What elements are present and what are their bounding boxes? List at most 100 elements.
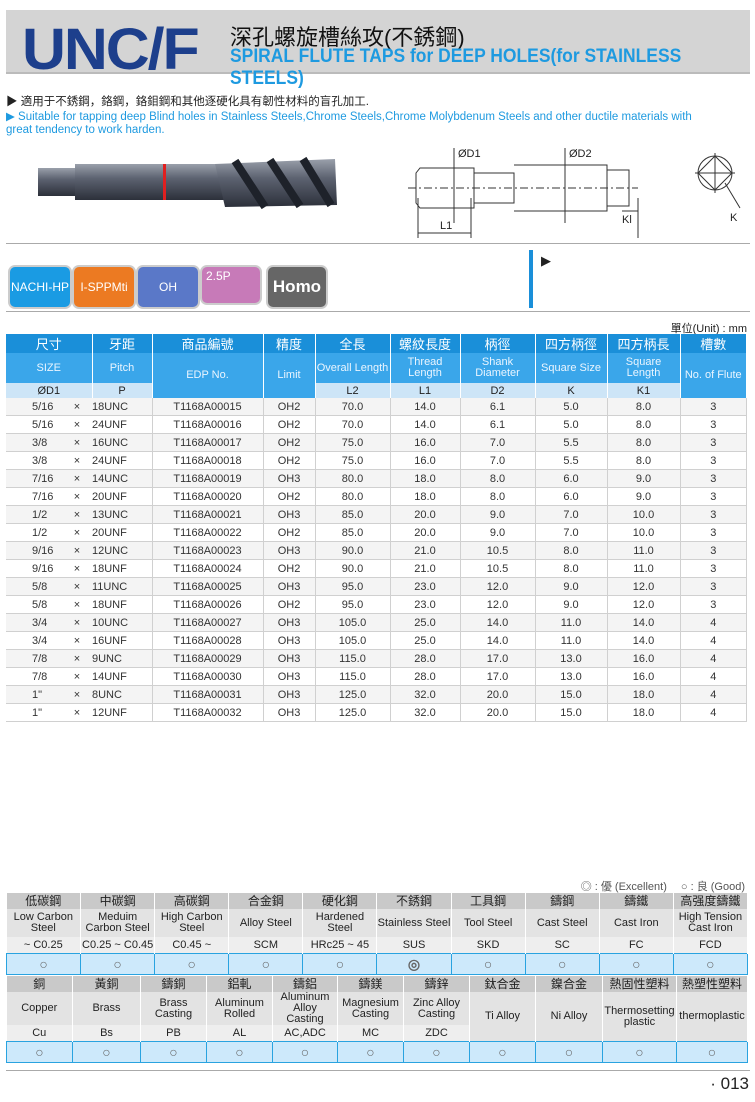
rating-icon: ○: [676, 1041, 748, 1063]
cell: T1168A00015: [152, 398, 264, 416]
table-row: 3/8 × 24UNF T1168A00018 OH2 75.0 16.0 7.0 5.5 8.0…: [6, 451, 747, 470]
table-row: 3/4 × 16UNF T1168A00028 OH3 105.0 25.0 14.0 11.0…: [6, 631, 747, 650]
material-en: High Tension Cast Iron: [673, 909, 748, 937]
material-zh: 鑄鋁: [272, 976, 338, 992]
cell: 7.0: [535, 505, 608, 524]
cell: 10.0: [607, 505, 681, 524]
cell: OH3: [263, 469, 316, 488]
cell: 24UNF: [92, 415, 153, 434]
cell: T1168A00021: [152, 505, 264, 524]
cell: 105.0: [315, 613, 391, 632]
cell: ×: [62, 451, 92, 470]
cell: ×: [62, 685, 92, 704]
arrow-icon: ▶: [541, 253, 551, 268]
header-zh: 商品編號: [152, 334, 264, 353]
cell: ×: [62, 649, 92, 668]
cell: ×: [62, 613, 92, 632]
cell: OH3: [263, 613, 316, 632]
cell: 3: [680, 398, 747, 416]
rating-icon: ○: [672, 953, 748, 975]
cell: T1168A00032: [152, 703, 264, 722]
header-symbol: ØD1: [6, 383, 93, 398]
cell: ×: [62, 559, 92, 578]
cell: 5.5: [535, 451, 608, 470]
cell: 75.0: [315, 433, 391, 452]
cell: 90.0: [315, 559, 391, 578]
cell: ×: [62, 577, 92, 596]
cell: 3: [680, 469, 747, 488]
cell: 8.0: [607, 415, 681, 434]
rating-icon: ○: [140, 1041, 207, 1063]
material-row-code: ~ C0.25 C0.25 ~ C0.45 C0.45 ~ SCM HRc25 ~ 45…: [6, 937, 748, 954]
cell: 7/16: [6, 469, 62, 488]
rating-icon: ○: [5, 953, 82, 975]
cell: 20.0: [460, 685, 536, 704]
table-row: 3/4 × 10UNC T1168A00027 OH3 105.0 25.0 14.0 11.0…: [6, 613, 747, 632]
material-zh: 低碳鋼: [6, 893, 82, 909]
table-row: 7/8 × 14UNF T1168A00030 OH3 115.0 28.0 17.0 13.0…: [6, 667, 747, 686]
header-zh: 槽數: [680, 334, 747, 353]
material-zh: 鑄鎂: [337, 976, 404, 992]
cell: 95.0: [315, 595, 391, 614]
cell: 115.0: [315, 649, 391, 668]
material-en: Ni Alloy: [535, 992, 603, 1042]
cell: 95.0: [315, 577, 391, 596]
cell: 21.0: [390, 541, 461, 560]
cell: 105.0: [315, 631, 391, 650]
cell: 3/4: [6, 613, 62, 632]
table-row: 7/8 × 9UNC T1168A00029 OH3 115.0 28.0 17.0 13.0 1…: [6, 649, 747, 668]
cell: 5.0: [535, 415, 608, 434]
cell: 5/16: [6, 398, 62, 416]
cell: 7/8: [6, 649, 62, 668]
cell: 16.0: [607, 649, 681, 668]
header-zh: 精度: [263, 334, 316, 353]
material-zh: 中碳鋼: [80, 893, 156, 909]
material-zh: 高强度鑄鐵: [673, 893, 748, 909]
table-row: 1" × 12UNF T1168A00032 OH3 125.0 32.0 20.0 15.0 1…: [6, 703, 747, 722]
table-row: 5/16 × 18UNC T1168A00015 OH2 70.0 14.0 6.1 5.0 8.…: [6, 398, 747, 416]
description-zh: ▶ 適用于不銹鋼，鉻鋼，鉻鉬鋼和其他逐硬化具有韌性材料的盲孔加工.: [6, 96, 369, 108]
material-en: Stainless Steel: [376, 909, 452, 937]
header-en: Thread Length: [390, 353, 461, 383]
cell: 3: [680, 595, 747, 614]
cell: 3: [680, 433, 747, 452]
cell: 6.1: [460, 398, 536, 416]
material-zh: 合金鋼: [228, 893, 304, 909]
cell: 12UNF: [92, 703, 153, 722]
badge-homo: Homo: [266, 265, 328, 309]
cell: 12UNC: [92, 541, 153, 560]
cell: 9.0: [460, 505, 536, 524]
cell: OH2: [263, 559, 316, 578]
header-en: Square Size: [535, 353, 608, 383]
material-code: AL: [206, 1025, 273, 1042]
cell: 5/16: [6, 415, 62, 434]
material-en: Zinc Alloy Casting: [403, 992, 470, 1025]
cell: 9.0: [607, 469, 681, 488]
header-symbol: D2: [460, 383, 536, 398]
cell: 14UNC: [92, 469, 153, 488]
cell: 28.0: [390, 667, 461, 686]
cell: 8.0: [607, 451, 681, 470]
cell: 125.0: [315, 685, 391, 704]
material-zh: 鑄鋼: [525, 893, 600, 909]
label-d1: ØD1: [458, 148, 481, 160]
rating-icon: ○: [337, 1041, 404, 1063]
cell: 85.0: [315, 505, 391, 524]
cell: T1168A00018: [152, 451, 264, 470]
material-en: Magnesium Casting: [337, 992, 404, 1025]
header-en: SIZE: [6, 353, 93, 383]
header-en: EDP No.: [152, 353, 264, 398]
cell: 3: [680, 451, 747, 470]
cell: 1/2: [6, 505, 62, 524]
cell: 21.0: [390, 559, 461, 578]
material-code: Cu: [6, 1025, 73, 1042]
label-k: K: [730, 212, 738, 224]
material-code: SC: [525, 937, 600, 954]
table-row: 5/16 × 24UNF T1168A00016 OH2 70.0 14.0 6.1 5.0 8.…: [6, 415, 747, 434]
material-en: Ti Alloy: [469, 992, 536, 1042]
rating-icon: ○: [72, 1041, 141, 1063]
rating-icon: ○: [598, 953, 674, 975]
product-code: UNC/F: [22, 17, 200, 82]
header-en: No. of Flute: [680, 353, 747, 398]
cell: 90.0: [315, 541, 391, 560]
